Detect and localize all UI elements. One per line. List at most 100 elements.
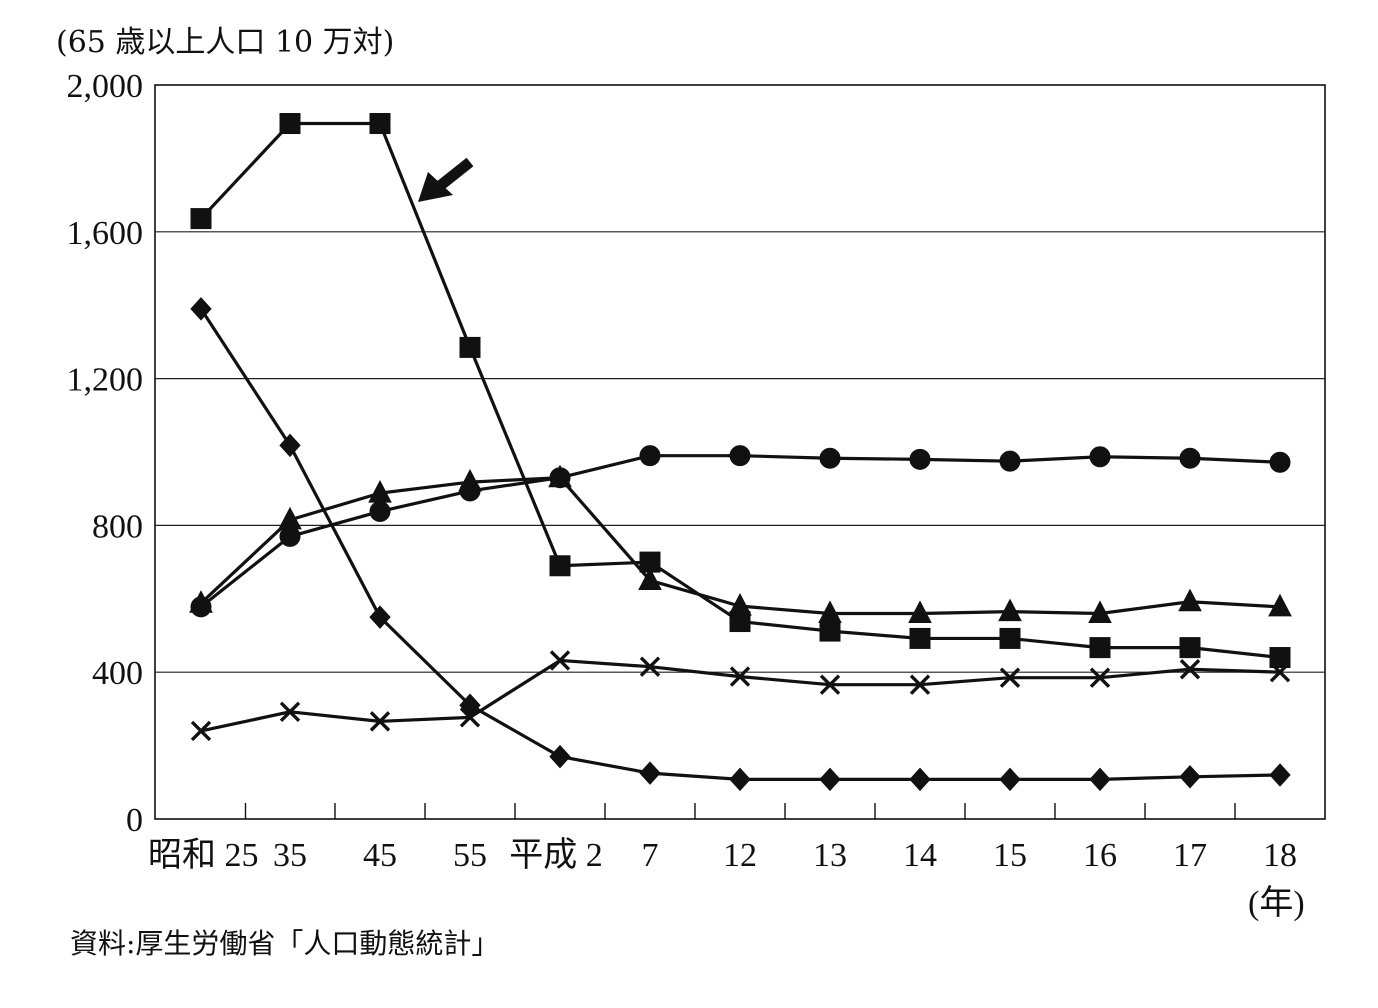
x-tick-label: 15 [993, 837, 1027, 874]
cross-stroke [999, 667, 1021, 688]
cross-stroke [369, 711, 391, 732]
cross-marker [819, 674, 841, 695]
cross-series-line [200, 658, 1281, 733]
x-tick-label: 16 [1083, 837, 1117, 874]
diamond-series-line [199, 307, 1281, 781]
triangle-marker [368, 480, 392, 503]
circle-marker [999, 450, 1021, 472]
series-group [189, 113, 1292, 792]
circle-marker [1269, 451, 1291, 473]
triangle-marker [998, 598, 1022, 622]
square-marker [999, 627, 1021, 649]
square-marker [549, 555, 571, 577]
diamond-marker [999, 767, 1021, 792]
cross-stroke [639, 656, 661, 677]
triangle-marker [728, 593, 752, 616]
y-tick-label: 1,200 [67, 362, 144, 399]
triangle-marker [548, 464, 572, 488]
plot-frame [154, 84, 1326, 820]
square-marker [279, 113, 301, 135]
triangle-series-line [199, 476, 1281, 616]
cross-stroke [1179, 659, 1201, 680]
x-tick-label: 7 [642, 837, 659, 874]
diamond-marker [729, 767, 751, 792]
circle-marker [1179, 447, 1201, 469]
cross-marker [190, 720, 212, 742]
y-tick-label: 2,000 [67, 68, 144, 105]
circle-marker [1089, 446, 1111, 468]
cross-stroke [459, 707, 481, 728]
diamond-marker [1089, 767, 1111, 792]
triangle-marker [638, 567, 662, 590]
y-tick-label: 800 [92, 508, 143, 545]
triangle-marker [818, 600, 842, 623]
diamond-marker [279, 433, 301, 458]
y-tick-label: 400 [92, 655, 143, 692]
square-marker [459, 336, 481, 358]
cross-marker [369, 711, 391, 732]
diamond-marker [549, 744, 571, 769]
triangle-marker [278, 506, 302, 530]
annotation-arrow [418, 157, 474, 202]
cross-marker [999, 667, 1021, 688]
diamond-marker [1269, 763, 1291, 787]
circle-marker [369, 500, 391, 522]
square-marker [1269, 647, 1291, 669]
x-tick-label: 12 [723, 837, 757, 874]
cross-marker [909, 674, 931, 695]
diamond-marker [369, 605, 391, 629]
cross-stroke [729, 666, 751, 687]
circle-marker [729, 445, 751, 467]
diamond-marker [819, 767, 841, 792]
x-tick-label: 45 [363, 837, 397, 874]
x-unit-label: (年) [1248, 884, 1305, 922]
y-unit-label: (65 歳以上人口 10 万対) [56, 25, 394, 60]
square-marker [1089, 637, 1111, 659]
y-axis-tick-labels: 0 400 800 1,200 1,600 2,000 [67, 68, 144, 839]
triangle-marker [189, 590, 213, 613]
cross-marker [729, 666, 751, 687]
source-label: 資料:厚生労働省「人口動態統計」 [70, 927, 499, 960]
cross-marker [639, 656, 661, 677]
diamond-marker [909, 767, 931, 792]
circle-marker [279, 525, 301, 547]
y-tick-label: 0 [126, 802, 143, 839]
cross-marker [1179, 659, 1201, 680]
x-tick-label: 13 [813, 837, 847, 874]
cross-stroke [1089, 667, 1111, 688]
cross-marker [1089, 667, 1111, 688]
triangle-marker [1088, 600, 1112, 623]
diamond-marker [639, 761, 661, 785]
x-axis-tick-labels: 昭和 25 35 45 55 平成 2 7 12 13 14 15 16 17 18 [148, 836, 1297, 874]
triangle-marker [1268, 593, 1292, 617]
x-tick-label: 55 [453, 837, 487, 874]
square-marker [190, 208, 212, 230]
triangle-marker [908, 600, 932, 623]
triangle-marker [458, 469, 482, 492]
x-tick-label: 14 [903, 837, 937, 874]
y-tick-label: 1,600 [67, 215, 144, 252]
cross-marker [549, 650, 571, 671]
x-tick-label: 18 [1263, 837, 1297, 874]
square-series-line [199, 121, 1281, 660]
square-marker [819, 620, 841, 642]
square-marker [369, 113, 391, 135]
square-marker [909, 627, 931, 649]
x-tick-label: 35 [273, 837, 307, 874]
grid-lines [155, 231, 1325, 819]
x-tick-label: 平成 2 [509, 836, 603, 874]
circle-marker [639, 445, 661, 467]
cross-stroke [190, 720, 212, 742]
x-tick-label: 昭和 25 [148, 837, 259, 874]
circle-marker [909, 448, 931, 470]
cross-marker [459, 707, 481, 728]
cross-stroke [909, 674, 931, 695]
diamond-marker [1179, 765, 1201, 789]
square-marker [1179, 637, 1201, 659]
diamond-marker [190, 297, 212, 321]
cross-marker [1269, 661, 1291, 683]
cross-stroke [819, 674, 841, 695]
cross-marker [279, 701, 301, 723]
cross-stroke [1269, 661, 1291, 683]
